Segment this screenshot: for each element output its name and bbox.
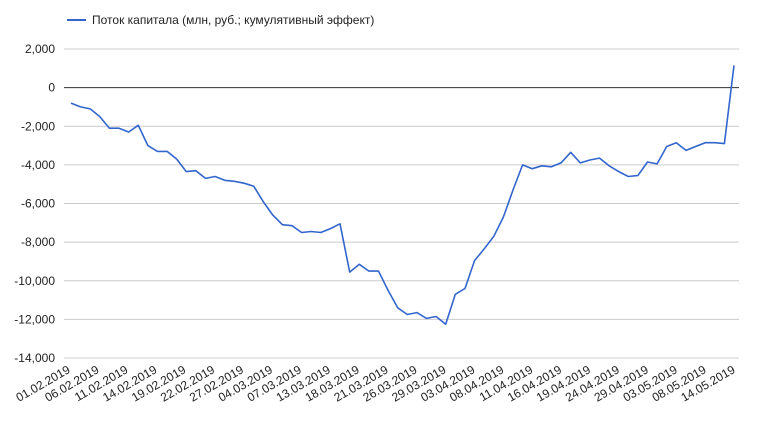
series-line: [70, 65, 735, 326]
legend: Поток капитала (млн, руб.; кумулятивный …: [67, 13, 374, 27]
y-tick-label: -2,000: [21, 119, 55, 133]
y-tick-label: -4,000: [21, 158, 55, 172]
x-axis-ticks: 01.02.201906.02.201911.02.201914.02.2019…: [13, 362, 737, 404]
y-tick-label: 0: [48, 81, 55, 95]
y-tick-label: -6,000: [21, 197, 55, 211]
legend-label: Поток капитала (млн, руб.; кумулятивный …: [92, 13, 374, 27]
y-tick-label: -12,000: [14, 312, 55, 326]
y-tick-label: 2,000: [25, 42, 55, 56]
y-tick-label: -14,000: [14, 351, 55, 365]
y-axis-ticks: 2,000 0 -2,000 -4,000 -6,000 -8,000 -10,000 -12…: [14, 42, 55, 365]
grid-lines: [64, 48, 739, 359]
y-tick-label: -8,000: [21, 235, 55, 249]
series-layer: [70, 65, 735, 326]
y-tick-label: -10,000: [14, 274, 55, 288]
